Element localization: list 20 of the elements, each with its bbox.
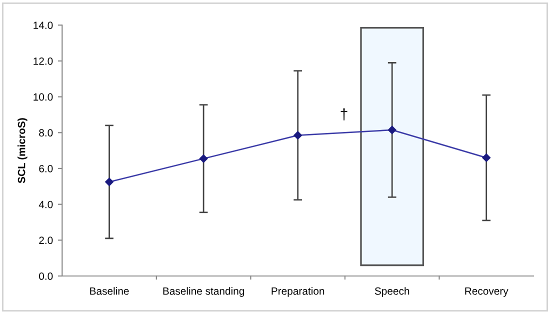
annotation: † [340,108,348,120]
y-tick-label: 8.0 [39,129,53,137]
y-axis-title: SCL (microS) [18,118,28,184]
point [294,131,302,140]
point [199,154,208,163]
point [482,154,490,162]
y-tick-label: 6.0 [39,164,53,172]
y-tick-label: 10.0 [34,93,53,101]
x-tick-label: Speech [374,287,410,297]
point [105,178,114,186]
y-tick-label: 0.0 [39,272,53,280]
x-tick-label: Preparation [272,287,324,297]
y-tick-label: 12.0 [34,57,53,65]
x-tick-label: Recovery [465,288,508,297]
y-tick-label: 4.0 [38,200,53,208]
y-tick-label: 2.0 [39,236,53,244]
point [388,126,396,134]
x-tick-label: Baseline [90,287,129,295]
y-tick-label: 14.0 [34,22,53,29]
x-tick-label: Baseline standing [163,287,244,297]
